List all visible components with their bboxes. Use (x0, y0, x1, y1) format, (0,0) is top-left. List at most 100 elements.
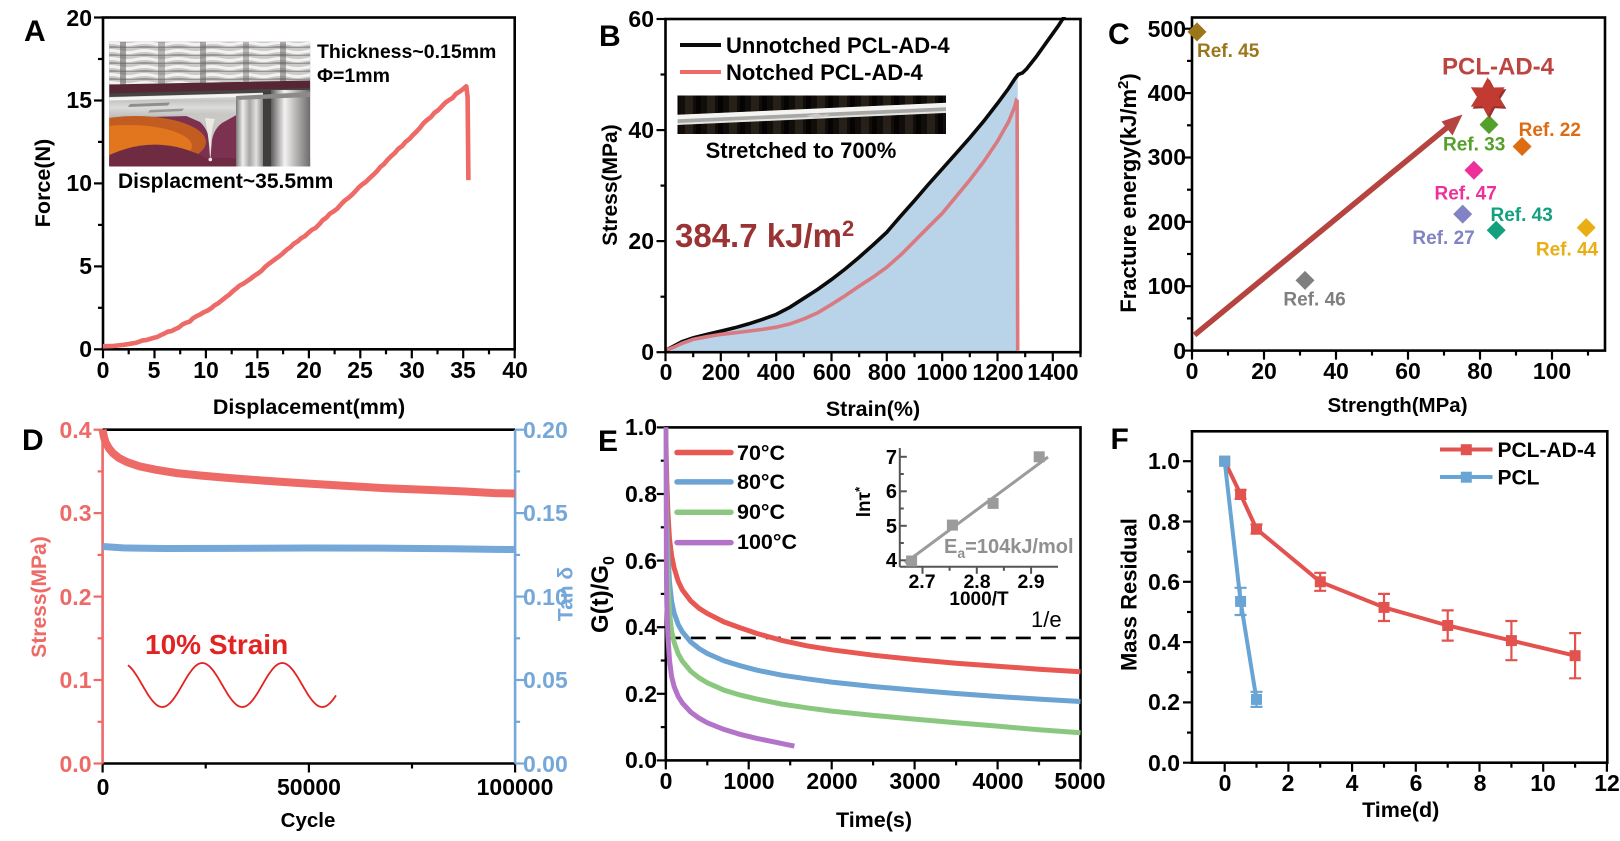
svg-text:0.4: 0.4 (1148, 629, 1180, 655)
svg-text:2000: 2000 (806, 768, 857, 794)
svg-text:1.0: 1.0 (1148, 448, 1180, 474)
svg-text:0.2: 0.2 (1148, 689, 1180, 715)
svg-text:Ref. 43: Ref. 43 (1491, 205, 1553, 226)
svg-text:D: D (22, 424, 44, 457)
svg-text:Ref. 27: Ref. 27 (1412, 228, 1474, 249)
svg-text:Displacement(mm): Displacement(mm) (213, 395, 405, 419)
svg-text:Ref. 46: Ref. 46 (1283, 289, 1345, 310)
svg-text:Strength(MPa): Strength(MPa) (1327, 394, 1467, 417)
svg-text:2: 2 (1282, 770, 1295, 796)
svg-text:20: 20 (1251, 358, 1277, 384)
svg-text:0: 0 (1219, 770, 1232, 796)
svg-text:384.7 kJ/m2: 384.7 kJ/m2 (675, 216, 854, 254)
svg-text:Thickness~0.15mm: Thickness~0.15mm (317, 41, 496, 63)
svg-text:600: 600 (813, 359, 851, 385)
svg-text:10: 10 (1530, 770, 1556, 796)
svg-text:25: 25 (347, 357, 373, 383)
svg-text:10% Strain: 10% Strain (145, 629, 288, 660)
svg-text:A: A (24, 15, 46, 48)
svg-text:0.8: 0.8 (625, 481, 657, 507)
svg-text:1200: 1200 (972, 359, 1023, 385)
svg-text:B: B (599, 20, 621, 53)
svg-text:70°C: 70°C (737, 441, 785, 465)
svg-text:0: 0 (1173, 338, 1186, 364)
svg-text:0: 0 (660, 359, 673, 385)
svg-text:0.4: 0.4 (625, 614, 657, 640)
svg-text:3000: 3000 (889, 768, 940, 794)
svg-text:F: F (1111, 423, 1129, 456)
svg-text:10: 10 (193, 357, 219, 383)
svg-text:0.2: 0.2 (60, 584, 92, 610)
svg-text:Cycle: Cycle (281, 809, 336, 832)
svg-text:6: 6 (1410, 770, 1423, 796)
svg-text:0.2: 0.2 (625, 681, 657, 707)
svg-text:0: 0 (641, 339, 654, 365)
svg-text:Ref. 33: Ref. 33 (1443, 135, 1505, 156)
svg-text:100: 100 (1533, 358, 1571, 384)
svg-text:0: 0 (1186, 358, 1199, 384)
svg-text:Time(d): Time(d) (1362, 798, 1439, 822)
svg-text:Stretched to 700%: Stretched to 700% (706, 138, 897, 163)
svg-text:Ea=104kJ/mol: Ea=104kJ/mol (944, 536, 1074, 561)
svg-text:0.4: 0.4 (60, 417, 92, 443)
svg-text:200: 200 (1148, 209, 1186, 235)
svg-text:4: 4 (1346, 770, 1359, 796)
svg-text:Strain(%): Strain(%) (826, 397, 920, 421)
svg-text:Force(N): Force(N) (31, 139, 55, 227)
svg-text:60: 60 (1395, 358, 1421, 384)
svg-text:200: 200 (702, 359, 740, 385)
svg-text:4000: 4000 (972, 768, 1023, 794)
svg-text:100°C: 100°C (737, 530, 797, 554)
svg-text:0.6: 0.6 (1148, 569, 1180, 595)
svg-text:0.8: 0.8 (1148, 509, 1180, 535)
svg-text:2.8: 2.8 (963, 571, 990, 593)
svg-text:80°C: 80°C (737, 470, 785, 494)
svg-text:Fracture energy(kJ/m2): Fracture energy(kJ/m2) (1115, 73, 1141, 312)
svg-text:30: 30 (399, 357, 425, 383)
svg-text:0: 0 (97, 357, 110, 383)
svg-text:2.9: 2.9 (1017, 571, 1044, 593)
svg-text:5: 5 (79, 253, 92, 279)
svg-text:1/e: 1/e (1031, 607, 1062, 632)
svg-text:40: 40 (628, 117, 654, 143)
svg-text:1000: 1000 (916, 359, 967, 385)
svg-text:4: 4 (886, 550, 898, 572)
svg-text:20: 20 (628, 228, 654, 254)
svg-text:0.1: 0.1 (60, 667, 92, 693)
svg-text:0.0: 0.0 (1148, 750, 1180, 776)
svg-text:5: 5 (886, 516, 897, 538)
svg-text:6: 6 (886, 481, 897, 503)
svg-text:20: 20 (66, 5, 92, 31)
svg-text:Time(s): Time(s) (836, 808, 912, 832)
svg-text:Stress(MPa): Stress(MPa) (28, 536, 51, 657)
svg-text:20: 20 (296, 357, 322, 383)
svg-text:0.20: 0.20 (523, 417, 568, 443)
svg-text:Ref. 22: Ref. 22 (1519, 120, 1581, 141)
svg-text:Displacment~35.5mm: Displacment~35.5mm (118, 170, 333, 193)
svg-text:1.0: 1.0 (625, 414, 657, 440)
svg-text:10: 10 (66, 170, 92, 196)
svg-text:lnτ*: lnτ* (852, 486, 875, 517)
svg-text:0.0: 0.0 (60, 751, 92, 777)
svg-text:1000: 1000 (723, 768, 774, 794)
svg-text:Notched PCL-AD-4: Notched PCL-AD-4 (726, 60, 924, 85)
svg-text:300: 300 (1148, 144, 1186, 170)
svg-text:0.3: 0.3 (60, 500, 92, 526)
svg-text:1400: 1400 (1027, 359, 1078, 385)
svg-text:8: 8 (1474, 770, 1487, 796)
svg-text:C: C (1108, 18, 1130, 51)
svg-text:Tan δ: Tan δ (555, 567, 578, 621)
svg-text:40: 40 (502, 357, 528, 383)
svg-text:Ref. 44: Ref. 44 (1536, 239, 1599, 260)
svg-text:50000: 50000 (277, 774, 341, 800)
svg-text:0.15: 0.15 (523, 500, 568, 526)
svg-text:Mass Residual: Mass Residual (1117, 518, 1142, 671)
svg-text:Ref. 47: Ref. 47 (1435, 183, 1497, 204)
svg-text:PCL-AD-4: PCL-AD-4 (1442, 54, 1555, 81)
svg-text:PCL: PCL (1498, 467, 1540, 490)
svg-text:0.05: 0.05 (523, 667, 568, 693)
svg-text:60: 60 (628, 6, 654, 32)
svg-text:35: 35 (450, 357, 476, 383)
svg-text:Ref. 45: Ref. 45 (1197, 41, 1260, 62)
svg-text:0.10: 0.10 (523, 584, 568, 610)
